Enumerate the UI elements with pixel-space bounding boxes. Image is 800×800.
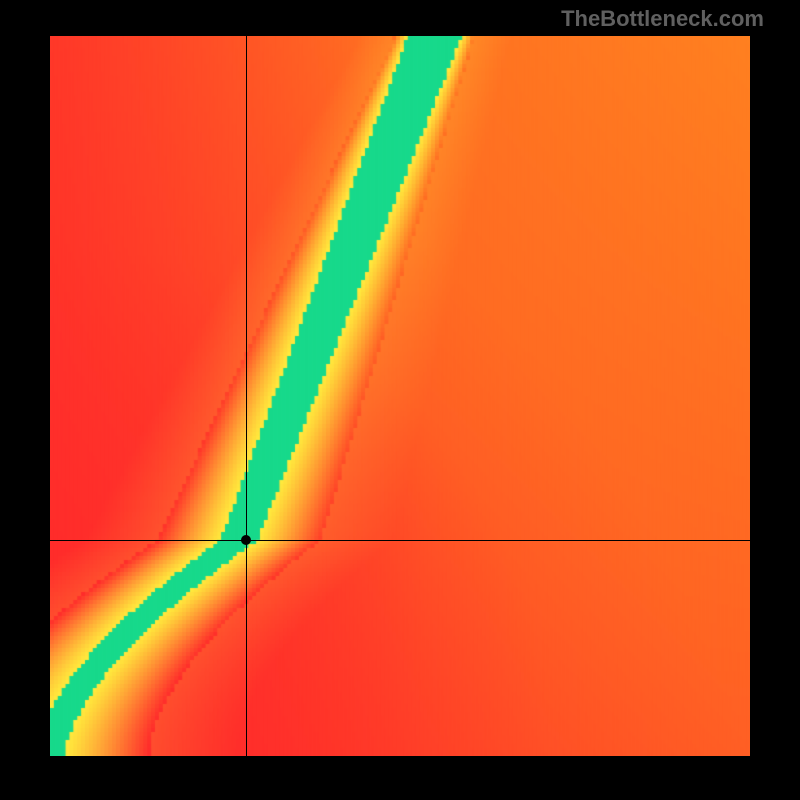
crosshair-horizontal [50,540,750,541]
crosshair-vertical [246,36,247,756]
marker-dot [241,535,251,545]
plot-area [50,36,750,756]
heatmap-canvas [50,36,750,756]
watermark-text: TheBottleneck.com [561,6,764,32]
